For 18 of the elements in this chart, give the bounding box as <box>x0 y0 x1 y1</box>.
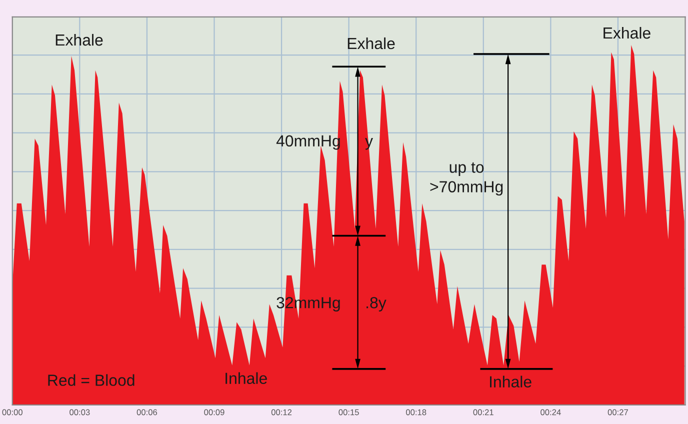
x-tick-label: 00:27 <box>608 409 628 416</box>
x-tick-label: 00:21 <box>473 409 494 416</box>
x-tick-label: 00:00 <box>2 409 22 416</box>
x-tick-label: 00:15 <box>338 409 359 416</box>
annotation: .8y <box>366 297 386 312</box>
x-tick-label: 00:12 <box>271 409 292 416</box>
annotation: Inhale <box>226 372 267 384</box>
x-tick-label: 00:18 <box>406 409 426 416</box>
text: Exhale <box>604 26 650 39</box>
annotation: Exhale <box>348 37 395 50</box>
x-tick-label: 00:06 <box>136 409 158 416</box>
x-tick-label: 00:24 <box>540 409 561 416</box>
x-tick-label: 00:03 <box>70 409 90 416</box>
annotation: Exhale <box>56 34 103 46</box>
annotation: Red = Blood <box>48 374 134 386</box>
annotation: up to >70mmHg <box>430 162 503 196</box>
x-tick-label: 00:09 <box>204 409 224 416</box>
annotation: Inhale <box>490 376 532 388</box>
